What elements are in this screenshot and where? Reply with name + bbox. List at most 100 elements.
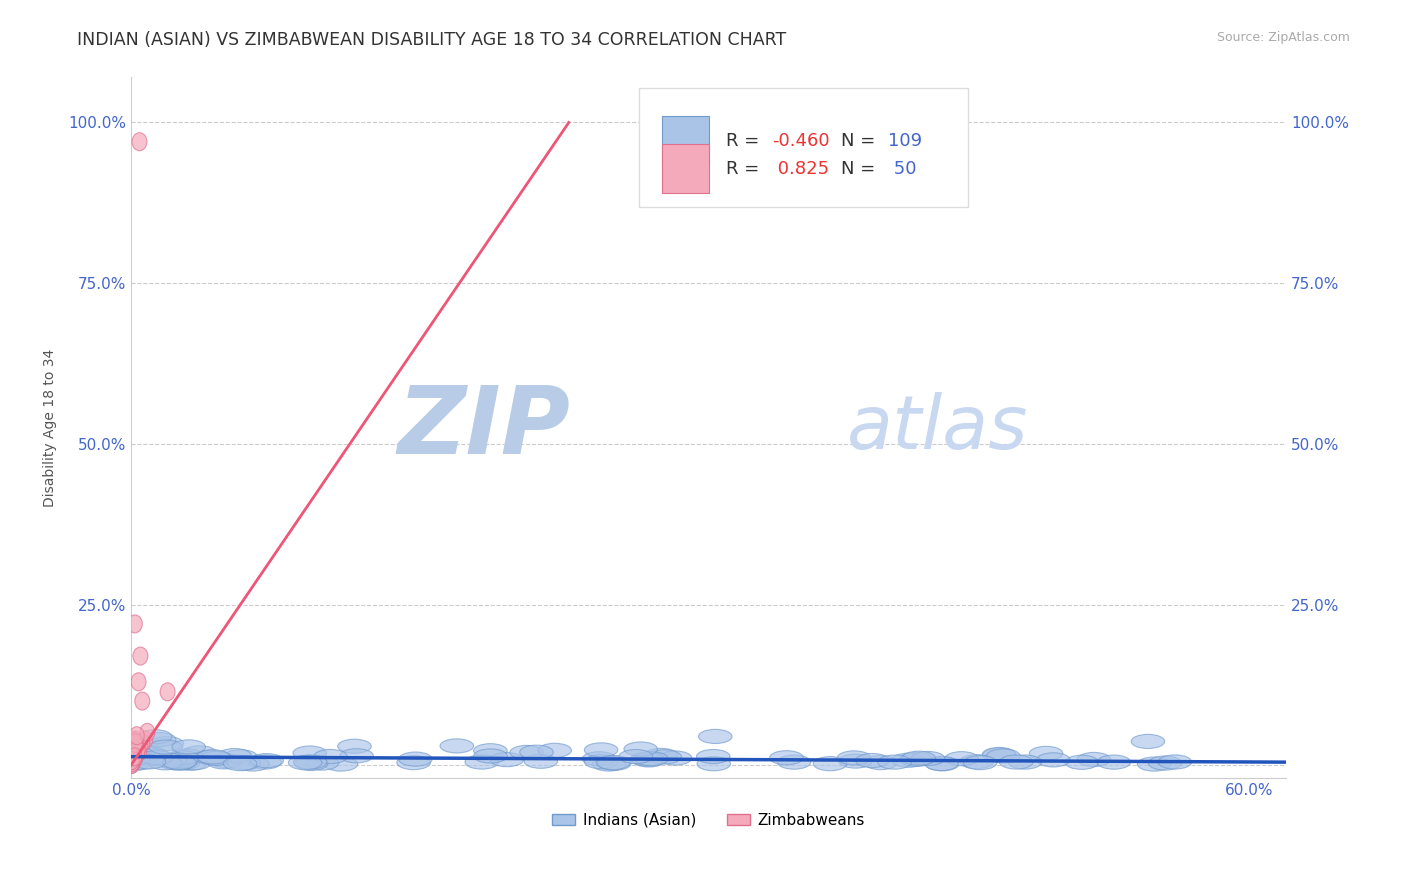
Ellipse shape (863, 756, 897, 770)
Ellipse shape (440, 739, 474, 753)
Text: R =: R = (725, 131, 765, 150)
Ellipse shape (124, 749, 139, 767)
Ellipse shape (325, 757, 357, 771)
Ellipse shape (165, 754, 198, 768)
Ellipse shape (294, 755, 328, 769)
Ellipse shape (474, 744, 508, 758)
Ellipse shape (1159, 755, 1192, 769)
Ellipse shape (925, 756, 959, 771)
Text: 50: 50 (887, 160, 917, 178)
Ellipse shape (138, 749, 172, 763)
FancyBboxPatch shape (640, 88, 969, 207)
Ellipse shape (200, 751, 232, 765)
Ellipse shape (132, 133, 146, 151)
Ellipse shape (160, 682, 174, 701)
Ellipse shape (209, 754, 243, 768)
Ellipse shape (129, 744, 145, 762)
Ellipse shape (697, 756, 731, 771)
Ellipse shape (128, 615, 142, 633)
Ellipse shape (696, 749, 730, 764)
Ellipse shape (124, 751, 139, 770)
Y-axis label: Disability Age 18 to 34: Disability Age 18 to 34 (44, 349, 58, 507)
Ellipse shape (538, 743, 571, 757)
Ellipse shape (236, 757, 269, 771)
Ellipse shape (159, 753, 193, 767)
Ellipse shape (856, 754, 889, 768)
Ellipse shape (925, 756, 957, 771)
Ellipse shape (1077, 752, 1111, 766)
Ellipse shape (124, 756, 139, 773)
Ellipse shape (838, 751, 870, 765)
Ellipse shape (129, 727, 145, 745)
Ellipse shape (945, 752, 979, 765)
Ellipse shape (128, 734, 142, 752)
Ellipse shape (153, 754, 187, 767)
Ellipse shape (218, 748, 252, 763)
Ellipse shape (399, 752, 432, 766)
Text: N =: N = (841, 160, 882, 178)
Ellipse shape (510, 746, 544, 759)
Ellipse shape (813, 756, 846, 771)
Ellipse shape (1097, 755, 1130, 769)
Ellipse shape (172, 739, 205, 754)
Ellipse shape (150, 737, 184, 751)
Ellipse shape (292, 746, 326, 760)
Ellipse shape (170, 748, 202, 763)
Ellipse shape (630, 752, 664, 766)
Ellipse shape (619, 749, 652, 764)
Ellipse shape (250, 754, 284, 768)
Ellipse shape (658, 751, 692, 765)
Ellipse shape (128, 733, 143, 752)
Ellipse shape (125, 754, 139, 772)
Ellipse shape (1137, 757, 1171, 772)
Ellipse shape (120, 751, 153, 765)
Ellipse shape (288, 756, 322, 770)
Ellipse shape (139, 750, 173, 764)
Ellipse shape (340, 748, 374, 763)
Ellipse shape (778, 755, 811, 769)
Text: Source: ZipAtlas.com: Source: ZipAtlas.com (1216, 31, 1350, 45)
Text: atlas: atlas (846, 392, 1028, 464)
Ellipse shape (1000, 755, 1033, 769)
Ellipse shape (911, 751, 945, 765)
Ellipse shape (582, 752, 616, 766)
Ellipse shape (148, 756, 181, 770)
Ellipse shape (877, 755, 911, 769)
Ellipse shape (135, 734, 150, 752)
Ellipse shape (633, 753, 665, 767)
Ellipse shape (901, 751, 935, 765)
Ellipse shape (129, 738, 143, 756)
Ellipse shape (166, 751, 200, 764)
Ellipse shape (131, 740, 145, 759)
Text: INDIAN (ASIAN) VS ZIMBABWEAN DISABILITY AGE 18 TO 34 CORRELATION CHART: INDIAN (ASIAN) VS ZIMBABWEAN DISABILITY … (77, 31, 786, 49)
Ellipse shape (131, 673, 146, 690)
Ellipse shape (135, 692, 149, 710)
Ellipse shape (1029, 747, 1063, 761)
Ellipse shape (839, 754, 872, 768)
Ellipse shape (963, 756, 997, 770)
Ellipse shape (194, 750, 228, 764)
Ellipse shape (134, 647, 148, 665)
Ellipse shape (305, 756, 339, 770)
Ellipse shape (125, 741, 141, 759)
Ellipse shape (138, 730, 172, 744)
Ellipse shape (337, 739, 371, 754)
Ellipse shape (177, 756, 211, 770)
Ellipse shape (124, 754, 139, 772)
Ellipse shape (294, 756, 328, 771)
Ellipse shape (134, 747, 167, 761)
Ellipse shape (1064, 756, 1098, 770)
Ellipse shape (124, 742, 139, 760)
Ellipse shape (644, 748, 678, 763)
Ellipse shape (197, 750, 231, 764)
Ellipse shape (159, 754, 193, 768)
Ellipse shape (396, 756, 430, 770)
Ellipse shape (474, 749, 508, 763)
Text: ZIP: ZIP (396, 382, 569, 474)
Ellipse shape (207, 755, 240, 769)
Ellipse shape (128, 731, 142, 749)
Ellipse shape (149, 740, 183, 755)
Ellipse shape (127, 745, 142, 763)
Ellipse shape (132, 737, 148, 755)
Ellipse shape (228, 756, 260, 770)
